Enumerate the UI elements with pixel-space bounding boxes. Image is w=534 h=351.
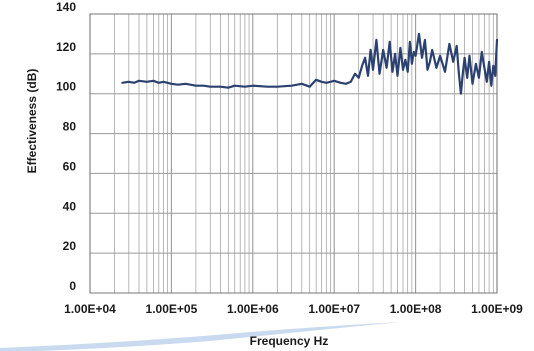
decorative-swoosh [0,322,400,351]
y-tick-label: 40 [63,199,77,213]
x-tick-label: 1.00E+05 [146,302,198,316]
x-tick-label: 1.00E+07 [308,302,360,316]
y-tick-label: 100 [56,80,76,94]
plot-area-border [89,13,498,294]
y-tick-label: 60 [63,159,77,173]
x-tick-label: 1.00E+09 [471,302,523,316]
y-tick-label: 20 [63,239,77,253]
x-axis-tick-labels: 1.00E+04 1.00E+05 1.00E+06 1.00E+07 1.00E+08… [64,302,523,316]
y-tick-label: 80 [63,120,77,134]
y-axis-tick-labels: 0 20 40 60 80 100 120 140 [56,0,76,293]
y-axis-title: Effectiveness (dB) [25,69,39,174]
series-line-effectiveness [121,32,499,95]
grid-lines [89,13,498,294]
y-tick-label: 120 [56,40,76,54]
x-tick-label: 1.00E+04 [64,302,116,316]
y-tick-label: 0 [69,279,76,293]
y-tick-label: 140 [56,0,76,14]
x-axis-title: Frequency Hz [250,334,329,348]
x-tick-label: 1.00E+08 [390,302,442,316]
x-tick-label: 1.00E+06 [227,302,279,316]
